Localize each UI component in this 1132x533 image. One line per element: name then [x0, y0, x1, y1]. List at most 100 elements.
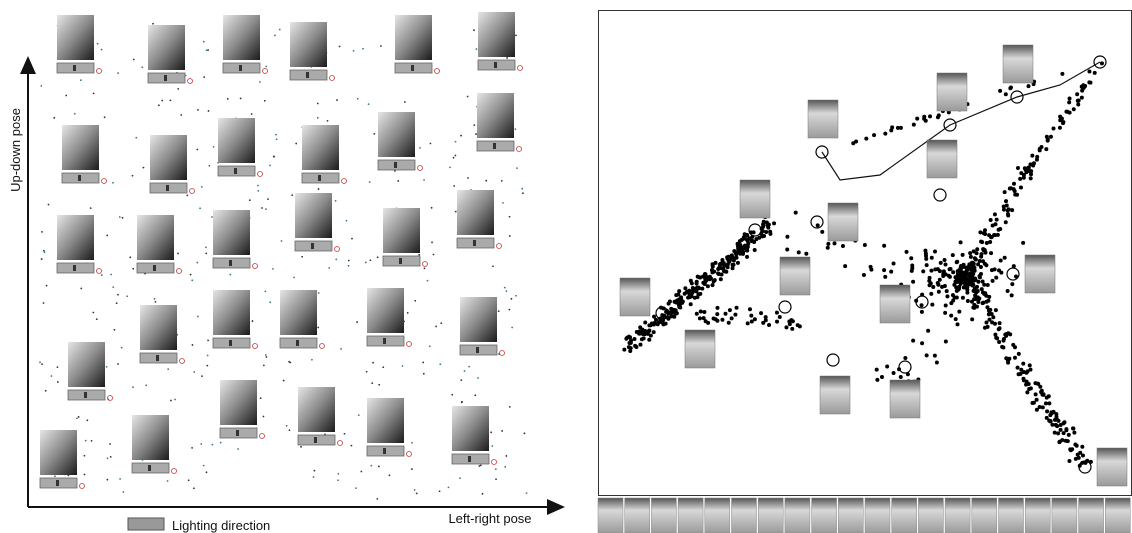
- dot: [1062, 420, 1067, 425]
- dot: [356, 97, 359, 100]
- dot: [938, 260, 943, 265]
- dot: [382, 366, 385, 369]
- dot: [1011, 181, 1016, 186]
- dot: [269, 164, 271, 167]
- dot: [1012, 189, 1017, 194]
- slider-knob: [73, 65, 76, 71]
- slider-knob: [234, 168, 237, 174]
- dot: [752, 248, 757, 253]
- dot: [337, 472, 340, 475]
- dot: [454, 210, 457, 213]
- dot: [715, 305, 720, 310]
- dot: [966, 265, 971, 270]
- dot: [460, 379, 463, 382]
- dot: [257, 184, 259, 187]
- dot: [701, 316, 706, 321]
- dot: [666, 316, 671, 321]
- marker: [341, 178, 347, 184]
- slider-knob: [394, 162, 397, 168]
- dot: [1066, 432, 1071, 437]
- dot: [1001, 204, 1006, 209]
- slider-knob: [229, 260, 232, 266]
- dot: [971, 263, 976, 268]
- dot: [422, 372, 425, 375]
- face-image: [478, 12, 515, 57]
- strip-face: [944, 497, 971, 533]
- dot: [177, 87, 180, 90]
- ring: [1006, 267, 1020, 281]
- dot: [1018, 176, 1023, 181]
- dot: [426, 279, 429, 282]
- dot: [950, 293, 955, 298]
- face-image: [477, 93, 514, 138]
- dot: [186, 194, 189, 197]
- dot: [721, 261, 726, 266]
- dot: [1040, 405, 1045, 410]
- dot: [648, 333, 653, 338]
- dot: [1037, 404, 1042, 409]
- dot: [1054, 417, 1059, 422]
- dot: [106, 234, 109, 237]
- dot: [40, 84, 43, 87]
- dot: [976, 300, 981, 305]
- dot: [196, 148, 199, 151]
- dot: [491, 445, 494, 447]
- dot: [851, 141, 856, 146]
- dot: [1051, 126, 1056, 131]
- dot: [943, 339, 948, 344]
- dot: [1008, 85, 1013, 90]
- dot: [926, 328, 931, 333]
- dot: [406, 311, 409, 314]
- dot: [208, 164, 211, 167]
- dot: [733, 312, 738, 317]
- dot: [936, 113, 941, 118]
- dot: [1056, 431, 1061, 436]
- dot: [50, 375, 53, 377]
- dot: [112, 286, 115, 289]
- dot: [958, 267, 963, 272]
- dot: [762, 234, 767, 239]
- dot: [1016, 351, 1021, 356]
- dot: [628, 335, 633, 340]
- dot: [39, 361, 41, 364]
- dot: [347, 264, 350, 267]
- dot: [763, 318, 768, 323]
- dot: [653, 317, 658, 322]
- dot: [998, 88, 1003, 93]
- dot: [312, 476, 315, 478]
- dot: [523, 432, 526, 435]
- dot: [740, 251, 745, 256]
- dot: [508, 405, 511, 408]
- legend-swatch: [127, 517, 165, 531]
- dot: [948, 266, 953, 271]
- dot: [508, 308, 511, 311]
- dot: [430, 206, 433, 209]
- dot: [206, 354, 209, 357]
- dot: [380, 45, 382, 47]
- dot: [993, 332, 998, 337]
- dot: [226, 98, 229, 100]
- dot: [689, 281, 694, 286]
- dot: [1033, 392, 1038, 397]
- dot: [920, 341, 925, 346]
- dot: [882, 268, 887, 273]
- face-image: [926, 139, 958, 179]
- dot: [959, 279, 964, 284]
- dot: [927, 278, 932, 283]
- dot: [968, 251, 973, 256]
- dot: [207, 49, 210, 52]
- dot: [875, 377, 880, 382]
- dot: [288, 429, 291, 432]
- dot: [467, 177, 469, 179]
- face-image: [57, 15, 94, 60]
- dot: [376, 256, 379, 259]
- dot: [982, 261, 987, 266]
- dot: [219, 441, 222, 444]
- dot: [997, 339, 1002, 344]
- dot: [698, 291, 703, 296]
- dot: [1025, 369, 1030, 374]
- strip-face: [838, 497, 864, 533]
- dot: [132, 58, 135, 61]
- dot: [969, 299, 974, 304]
- dot: [764, 230, 769, 235]
